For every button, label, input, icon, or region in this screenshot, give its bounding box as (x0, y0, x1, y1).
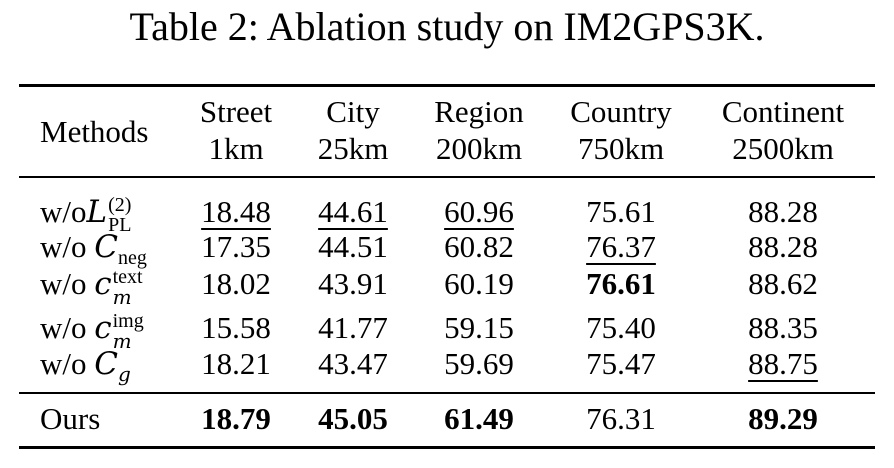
math-symbol: C (94, 346, 118, 382)
math-sub: PL (108, 213, 132, 236)
header-col-region: Region 200km (434, 94, 524, 166)
cell-r3-region: 60.19 (444, 266, 514, 301)
cell-r3-street: 18.02 (201, 266, 271, 301)
row-label-ours: Ours (40, 401, 101, 436)
ours-rule (19, 392, 875, 394)
header-methods: Methods (40, 114, 149, 149)
cell-r5-country: 75.47 (586, 346, 656, 381)
row-prefix: w/o (40, 346, 95, 381)
math-sub: m (112, 328, 132, 353)
row-label-4: w/o c img m (40, 310, 144, 351)
cell-r2-country: 76.37 (586, 229, 656, 264)
cell-r3-country: 76.61 (586, 266, 656, 301)
bottom-rule (19, 446, 875, 449)
cell-r3-continent: 88.62 (748, 266, 818, 301)
top-rule (19, 84, 875, 87)
cell-r5-continent: 88.75 (748, 346, 818, 381)
cell-ours-street: 18.79 (201, 401, 271, 436)
header-col-continent: Continent 2500km (721, 94, 845, 166)
math-sup: (2) (108, 193, 132, 216)
cell-r2-street: 17.35 (201, 229, 271, 264)
header-rule (19, 176, 875, 178)
math-sub: m (112, 284, 132, 309)
cell-r2-region: 60.82 (444, 229, 514, 264)
row-label-1: w/oL (2) PL (40, 194, 131, 235)
cell-r1-continent: 88.28 (748, 194, 818, 229)
math-symbol: c (94, 266, 112, 302)
math-sup: img (112, 309, 144, 332)
math-sup: text (112, 265, 143, 288)
cell-r1-street: 18.48 (201, 194, 271, 229)
cell-r4-country: 75.40 (586, 310, 656, 345)
cell-r2-continent: 88.28 (748, 229, 818, 264)
row-label-3: w/o c text m (40, 266, 143, 307)
row-prefix: w/o (40, 266, 95, 301)
table-caption: Table 2: Ablation study on IM2GPS3K. (129, 4, 765, 49)
cell-ours-city: 45.05 (318, 401, 388, 436)
cell-r1-city: 44.61 (318, 194, 388, 229)
header-col-city: City 25km (317, 94, 389, 166)
math-symbol: C (94, 229, 118, 265)
cell-r1-country: 75.61 (586, 194, 656, 229)
cell-r1-region: 60.96 (444, 194, 514, 229)
math-symbol: L (86, 194, 108, 230)
cell-ours-country: 76.31 (586, 401, 656, 436)
row-prefix: w/o (40, 310, 95, 345)
cell-r5-city: 43.47 (318, 346, 388, 381)
cell-ours-region: 61.49 (444, 401, 514, 436)
cell-r4-region: 59.15 (444, 310, 514, 345)
row-label-2: w/o Cneg (40, 229, 147, 268)
header-col-street: Street 1km (199, 94, 273, 166)
row-prefix: w/o (40, 194, 87, 229)
row-label-5: w/o Cg (40, 346, 131, 384)
row-prefix: w/o (40, 229, 95, 264)
cell-r3-city: 43.91 (318, 266, 388, 301)
math-sub: neg (117, 247, 147, 270)
header-col-country: Country 750km (570, 94, 672, 166)
cell-ours-continent: 89.29 (748, 401, 818, 436)
cell-r5-street: 18.21 (201, 346, 271, 381)
cell-r4-continent: 88.35 (748, 310, 818, 345)
math-sub: g (117, 362, 131, 387)
cell-r4-street: 15.58 (201, 310, 271, 345)
math-symbol: c (94, 310, 112, 346)
cell-r2-city: 44.51 (318, 229, 388, 264)
cell-r4-city: 41.77 (318, 310, 388, 345)
cell-r5-region: 59.69 (444, 346, 514, 381)
